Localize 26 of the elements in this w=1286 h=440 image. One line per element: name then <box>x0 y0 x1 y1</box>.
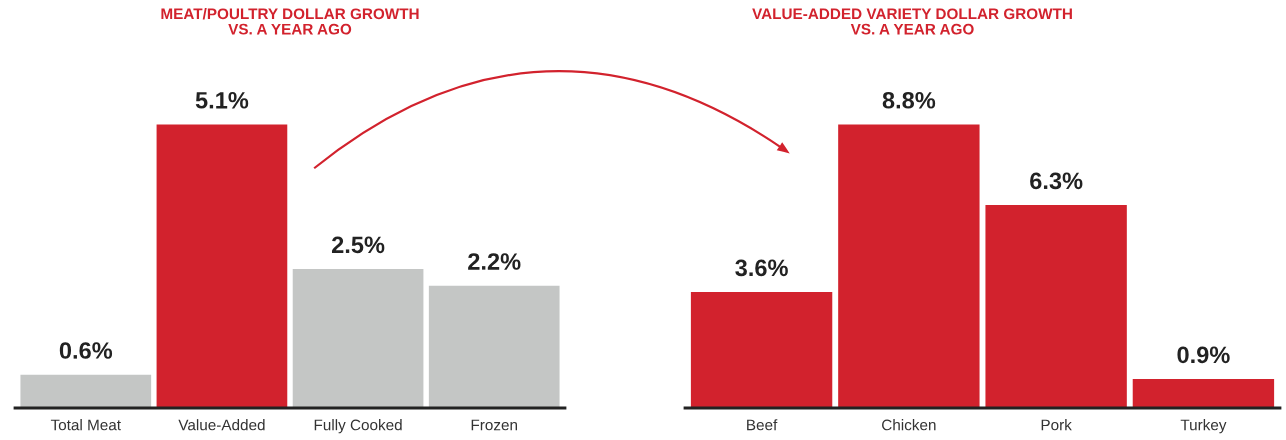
bar <box>1132 378 1275 408</box>
data-label: 6.3% <box>1030 172 1083 190</box>
x-tick-label: Beef <box>747 419 778 431</box>
bar <box>428 285 560 408</box>
data-label: 0.9% <box>1177 346 1230 364</box>
data-label: 2.2% <box>468 253 521 270</box>
x-tick-label: Value-Added <box>178 419 265 431</box>
data-label: 0.6% <box>59 342 113 359</box>
x-tick-label: Chicken <box>882 419 936 431</box>
chart-title: MEAT/POULTRY DOLLAR GROWTH VS. A YEAR AGO <box>161 8 419 35</box>
data-label: 5.1% <box>195 91 249 109</box>
bar <box>985 204 1127 408</box>
x-tick-label: Frozen <box>471 419 517 431</box>
data-label: 3.6% <box>735 259 788 277</box>
bar <box>292 268 424 408</box>
x-tick-label: Total Meat <box>50 419 121 431</box>
x-tick-label: Turkey <box>1180 419 1227 434</box>
chart-title: VALUE-ADDED VARIETY DOLLAR GROWTH VS. A YEAR AGO <box>752 8 1072 35</box>
x-tick-label: Pork <box>1041 419 1072 431</box>
bar <box>690 291 833 408</box>
x-tick-label: Fully Cooked <box>314 419 402 434</box>
data-label: 8.8% <box>882 91 936 109</box>
bar <box>156 124 288 408</box>
bar <box>20 374 152 408</box>
bar <box>838 124 980 408</box>
data-label: 2.5% <box>331 236 385 254</box>
